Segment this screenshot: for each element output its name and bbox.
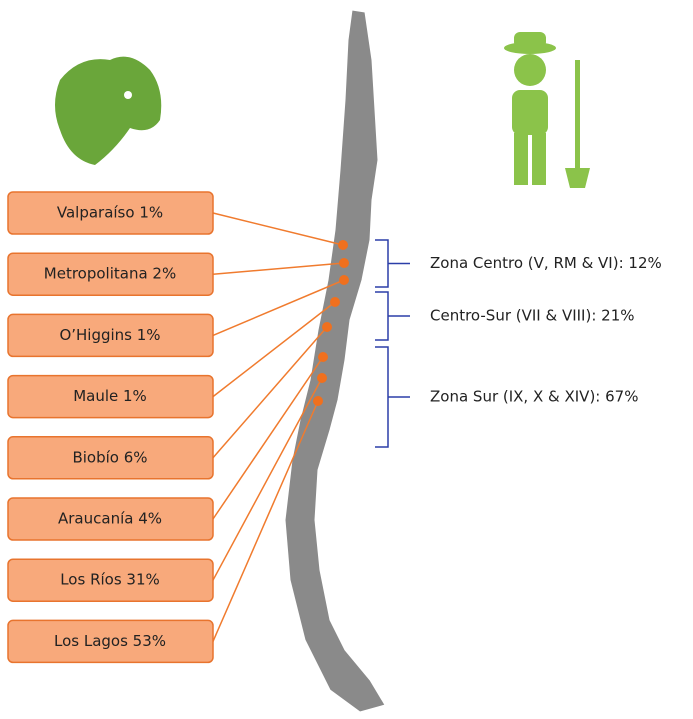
zone-bracket — [375, 239, 410, 288]
connector — [212, 377, 323, 581]
region-dot — [322, 322, 332, 332]
region-box — [7, 252, 214, 296]
region-box — [7, 497, 214, 541]
region-box — [7, 374, 214, 419]
region-dot — [338, 240, 348, 250]
cow-icon — [55, 56, 162, 165]
region-label: O’Higgins 1% — [59, 326, 160, 344]
connector — [212, 301, 336, 398]
region-dot — [313, 396, 323, 406]
region-label: Valparaíso 1% — [57, 204, 163, 222]
region-label: Metropolitana 2% — [44, 265, 176, 283]
region-box — [7, 436, 214, 480]
region-box — [7, 191, 214, 235]
region-label: Araucanía 4% — [58, 510, 162, 528]
zone-bracket — [375, 346, 410, 448]
connector — [212, 212, 344, 246]
connector — [212, 356, 324, 520]
region-label: Biobío 6% — [72, 448, 147, 466]
zone-bracket — [375, 291, 410, 341]
zone-label: Centro-Sur (VII & VIII): 21% — [430, 307, 635, 325]
region-dot — [318, 352, 328, 362]
connector — [212, 279, 345, 337]
region-dot — [330, 297, 340, 307]
zone-label: Zona Sur (IX, X & XIV): 67% — [430, 388, 638, 406]
region-label: Maule 1% — [73, 387, 147, 405]
region-label: Los Lagos 53% — [54, 632, 166, 650]
region-box — [7, 558, 214, 602]
farmer-icon — [504, 32, 590, 188]
connector — [212, 400, 319, 642]
region-box — [7, 313, 214, 358]
connector — [212, 262, 345, 275]
region-dot — [317, 373, 327, 383]
connector — [212, 326, 328, 459]
chile-map — [284, 9, 386, 713]
zone-label: Zona Centro (V, RM & VI): 12% — [430, 254, 662, 272]
region-label: Los Ríos 31% — [60, 571, 160, 589]
region-dot — [339, 258, 349, 268]
zone-list: Zona Centro (V, RM & VI): 12% Centro-Sur … — [375, 239, 662, 448]
region-box — [7, 619, 214, 664]
region-dot — [339, 275, 349, 285]
region-list: Valparaíso 1% Metropolitana 2% O’Higgins 1… — [7, 191, 349, 664]
